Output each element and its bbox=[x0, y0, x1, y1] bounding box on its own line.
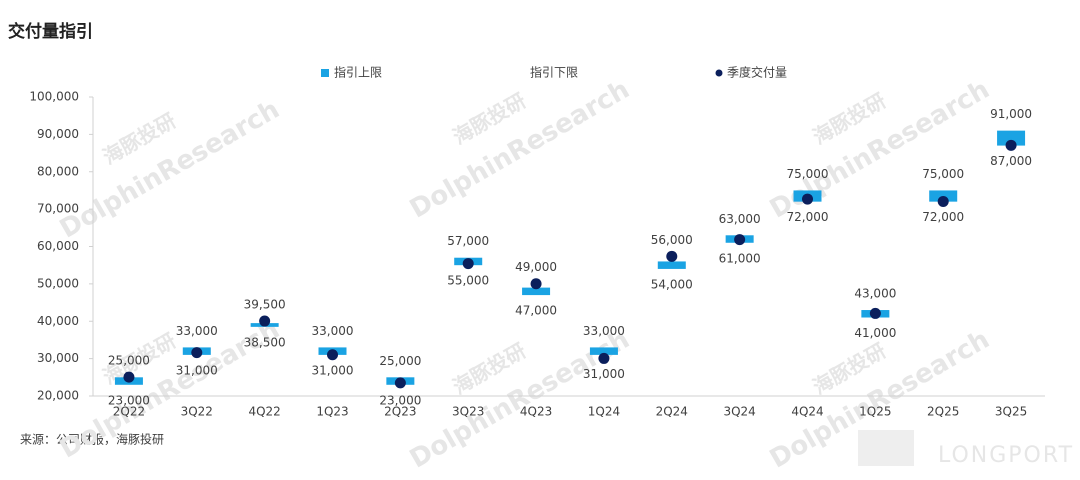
x-tick-label: 2Q23 bbox=[384, 405, 416, 419]
lower-label: 23,000 bbox=[108, 393, 150, 407]
legend-label: 季度交付量 bbox=[727, 65, 787, 80]
lower-label: 31,000 bbox=[583, 367, 625, 381]
guidance-range bbox=[657, 261, 686, 269]
delivery-dot bbox=[937, 195, 949, 207]
delivery-dot bbox=[191, 347, 203, 359]
delivery-dot bbox=[666, 250, 678, 262]
legend-label: 指引下限 bbox=[530, 65, 578, 80]
delivery-dot bbox=[123, 371, 135, 383]
guidance-range bbox=[522, 287, 551, 296]
legend-label: 指引上限 bbox=[334, 65, 382, 80]
x-tick-label: 4Q23 bbox=[520, 405, 552, 419]
x-tick-label: 1Q25 bbox=[859, 405, 891, 419]
y-tick-label: 70,000 bbox=[37, 202, 79, 216]
x-tick-label: 3Q25 bbox=[995, 405, 1027, 419]
y-tick-label: 100,000 bbox=[29, 90, 79, 104]
y-tick-label: 30,000 bbox=[37, 351, 79, 365]
source-note: 来源：公司财报，海豚投研 bbox=[20, 432, 164, 447]
x-tick-label: 3Q22 bbox=[181, 405, 213, 419]
upper-label: 75,000 bbox=[787, 167, 829, 181]
x-tick-label: 4Q24 bbox=[791, 405, 823, 419]
lower-label: 61,000 bbox=[719, 251, 761, 265]
guidance-range bbox=[589, 347, 618, 355]
delivery-dot bbox=[327, 349, 338, 361]
lower-label: 31,000 bbox=[312, 363, 354, 377]
y-tick-label: 80,000 bbox=[37, 164, 79, 178]
upper-label: 25,000 bbox=[108, 354, 150, 368]
upper-label: 39,500 bbox=[244, 298, 286, 312]
chart-title: 交付量指引 bbox=[8, 21, 93, 42]
lower-label: 54,000 bbox=[651, 277, 693, 291]
x-tick-label: 2Q24 bbox=[656, 405, 688, 419]
x-tick-label: 4Q22 bbox=[248, 405, 280, 419]
delivery-dot bbox=[869, 307, 881, 319]
upper-label: 33,000 bbox=[176, 324, 218, 338]
y-tick-label: 60,000 bbox=[37, 239, 79, 253]
delivery-dot bbox=[734, 234, 746, 246]
y-tick-label: 90,000 bbox=[37, 127, 79, 141]
upper-label: 33,000 bbox=[583, 324, 625, 338]
y-tick-label: 40,000 bbox=[37, 314, 79, 328]
delivery-dot bbox=[1005, 139, 1017, 151]
upper-label: 25,000 bbox=[379, 354, 421, 368]
lower-label: 23,000 bbox=[379, 393, 421, 407]
upper-label: 49,000 bbox=[515, 260, 557, 274]
y-tick-label: 50,000 bbox=[37, 276, 79, 290]
upper-label: 56,000 bbox=[651, 233, 693, 247]
delivery-dot bbox=[530, 278, 542, 290]
watermark: LONGPORT bbox=[938, 443, 1074, 468]
x-tick-label: 2Q22 bbox=[113, 405, 145, 419]
lower-label: 55,000 bbox=[447, 274, 489, 288]
guidance-range bbox=[997, 130, 1026, 146]
y-tick-label: 20,000 bbox=[37, 389, 79, 403]
logo-box bbox=[858, 430, 914, 466]
x-tick-label: 3Q24 bbox=[723, 405, 755, 419]
x-tick-label: 1Q23 bbox=[316, 405, 348, 419]
delivery-dot bbox=[394, 377, 406, 389]
upper-label: 75,000 bbox=[922, 167, 964, 181]
upper-label: 91,000 bbox=[990, 107, 1032, 121]
lower-label: 72,000 bbox=[787, 210, 829, 224]
legend-swatch bbox=[321, 69, 329, 77]
delivery-dot bbox=[598, 352, 610, 364]
lower-label: 72,000 bbox=[922, 210, 964, 224]
lower-label: 41,000 bbox=[854, 326, 896, 340]
x-tick-label: 3Q23 bbox=[452, 405, 484, 419]
upper-label: 43,000 bbox=[854, 287, 896, 301]
lower-label: 38,500 bbox=[244, 335, 286, 349]
delivery-dot bbox=[802, 193, 813, 205]
x-tick-label: 1Q24 bbox=[588, 405, 620, 419]
lower-label: 87,000 bbox=[990, 154, 1032, 168]
lower-label: 47,000 bbox=[515, 304, 557, 318]
legend-swatch bbox=[715, 69, 723, 77]
delivery-dot bbox=[259, 315, 271, 327]
delivery-dot bbox=[462, 258, 474, 270]
upper-label: 63,000 bbox=[719, 212, 761, 226]
upper-label: 57,000 bbox=[447, 234, 489, 248]
lower-label: 31,000 bbox=[176, 363, 218, 377]
x-tick-label: 2Q25 bbox=[927, 405, 959, 419]
upper-label: 33,000 bbox=[312, 324, 354, 338]
